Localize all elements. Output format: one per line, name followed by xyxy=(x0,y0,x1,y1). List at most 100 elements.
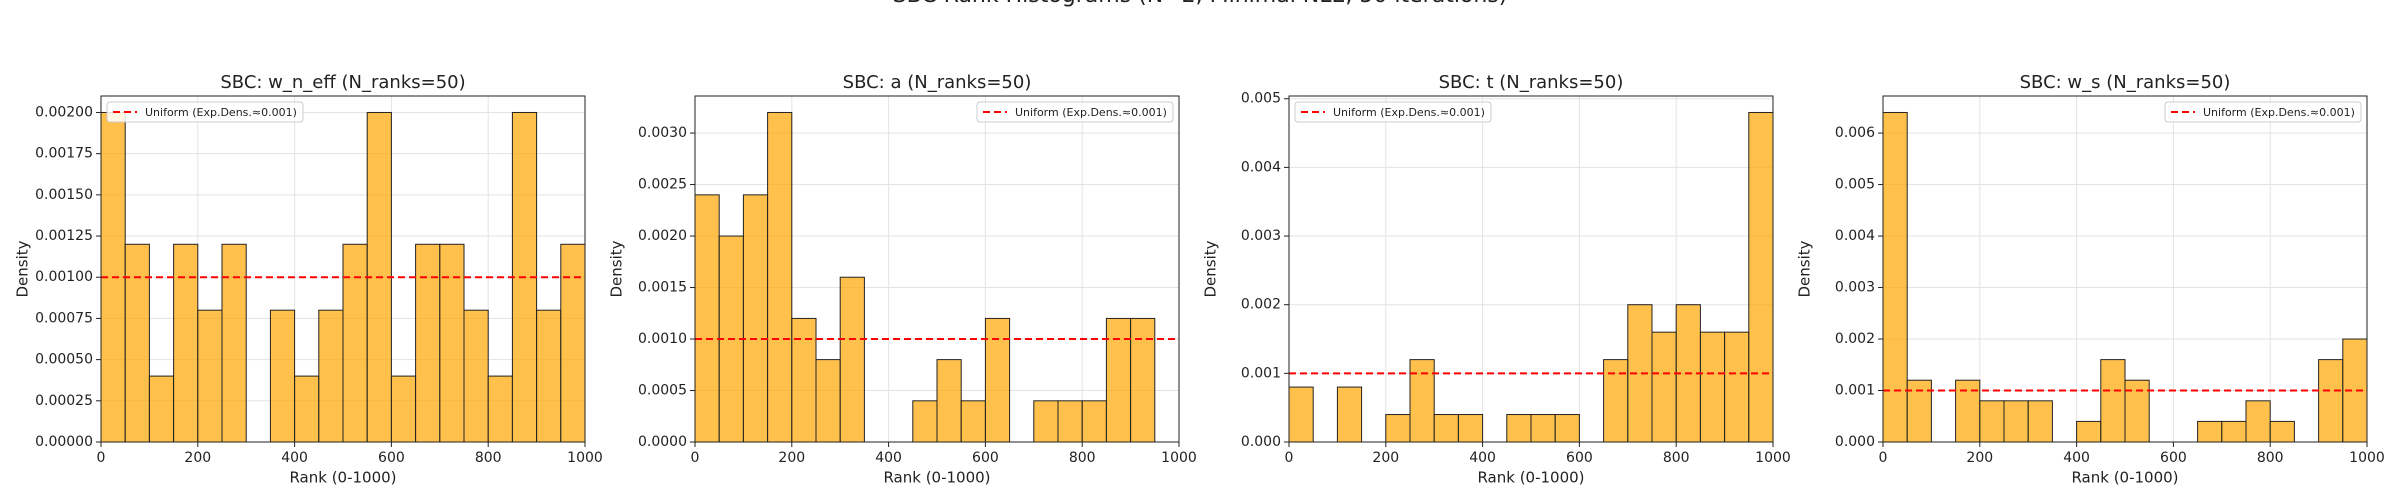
histogram-bar xyxy=(791,317,817,443)
histogram-bar xyxy=(294,375,320,443)
x-tick-label: 0 xyxy=(691,450,700,466)
axes-frame xyxy=(1882,95,2368,443)
histogram-bar xyxy=(342,243,368,443)
histogram-bar xyxy=(487,375,513,443)
histogram-bar xyxy=(318,309,344,443)
x-tick-label: 800 xyxy=(475,450,502,466)
histogram-bar xyxy=(1906,379,1932,443)
x-tick-label: 800 xyxy=(1069,450,1096,466)
histogram-bar xyxy=(2124,379,2150,443)
histogram-bar xyxy=(1603,359,1629,443)
legend-box xyxy=(1294,101,1492,123)
x-tick-label: 1000 xyxy=(567,450,603,466)
x-tick-label: 600 xyxy=(378,450,405,466)
y-tick-label: 0.00075 xyxy=(35,310,93,326)
y-tick-label: 0.00000 xyxy=(35,434,93,450)
x-axis-label: Rank (0-1000) xyxy=(2071,469,2178,487)
x-tick-label: 1000 xyxy=(1161,450,1197,466)
histogram-bar xyxy=(1748,111,1774,443)
histogram-bar xyxy=(1506,414,1532,443)
y-tick-label: 0.002 xyxy=(1241,297,1281,313)
x-tick-label: 600 xyxy=(1566,450,1593,466)
y-axis-label: Density xyxy=(608,240,626,297)
y-tick-label: 0.00100 xyxy=(35,269,93,285)
y-tick-label: 0.000 xyxy=(1241,434,1281,450)
histogram-bar xyxy=(1554,414,1580,443)
y-tick-label: 0.00200 xyxy=(35,104,93,120)
histogram-bar xyxy=(173,243,199,443)
subplot-title: SBC: t (N_ranks=50) xyxy=(1439,72,1624,93)
histogram-bar xyxy=(1033,400,1059,443)
y-tick-label: 0.005 xyxy=(1241,91,1281,107)
histogram-bar xyxy=(1433,414,1459,443)
y-axis-label: Density xyxy=(1202,240,1220,297)
y-axis-label: Density xyxy=(1796,240,1814,297)
figure-title: SBC Rank Histograms (N=2, Minimal NLE, 5… xyxy=(893,0,1508,8)
y-tick-label: 0.0015 xyxy=(638,280,687,296)
subplot: 0 200 400 600 800 1000 0.000 0.001 0.002 0.003 0.0… xyxy=(1796,72,2385,487)
x-tick-label: 1000 xyxy=(1755,450,1791,466)
histogram-bar xyxy=(1882,111,1908,443)
subplot: 0 200 400 600 800 1000 0.000 0.001 0.002 0.003 0.0… xyxy=(1202,72,1791,487)
histogram-bar xyxy=(1409,359,1435,443)
x-axis-label: Rank (0-1000) xyxy=(289,469,396,487)
histogram-bar xyxy=(2100,359,2126,443)
x-tick-label: 200 xyxy=(1372,450,1399,466)
histogram-bar xyxy=(984,317,1011,443)
histogram-bar xyxy=(1385,414,1411,443)
histogram-bar xyxy=(536,309,562,443)
y-tick-label: 0.005 xyxy=(1835,177,1875,193)
axes-frame xyxy=(1288,95,1774,443)
y-tick-label: 0.001 xyxy=(1835,383,1875,399)
histogram-bar xyxy=(221,243,247,443)
x-tick-label: 0 xyxy=(1879,450,1888,466)
y-tick-label: 0.0000 xyxy=(638,434,687,450)
x-tick-label: 800 xyxy=(1663,450,1690,466)
histogram-bar xyxy=(1057,400,1083,443)
histogram-bar xyxy=(960,400,986,443)
x-tick-label: 400 xyxy=(1469,450,1496,466)
histogram-bar xyxy=(839,276,865,443)
histogram-bar xyxy=(1457,414,1484,443)
histogram-bar xyxy=(742,194,769,443)
x-tick-label: 600 xyxy=(2160,450,2187,466)
x-tick-label: 600 xyxy=(972,450,999,466)
subplot: 0 200 400 600 800 1000 0.0000 0.0005 0.0010 0.001… xyxy=(608,72,1197,487)
y-tick-label: 0.0010 xyxy=(638,331,687,347)
histogram-bar xyxy=(1651,331,1677,443)
x-tick-label: 200 xyxy=(1966,450,1993,466)
y-tick-label: 0.001 xyxy=(1241,365,1281,381)
axes-frame xyxy=(694,95,1180,443)
y-tick-label: 0.004 xyxy=(1241,159,1281,175)
y-tick-label: 0.000 xyxy=(1835,434,1875,450)
x-tick-label: 400 xyxy=(875,450,902,466)
histogram-bar xyxy=(124,243,150,443)
histogram-bar xyxy=(694,194,720,443)
histogram-bar xyxy=(912,400,938,443)
subplot: 0 200 400 600 800 1000 0.00000 0.00025 0.00050 0.… xyxy=(14,72,603,487)
legend-box xyxy=(976,101,1174,123)
histogram-bar xyxy=(2245,400,2271,443)
legend-label: Uniform (Exp.Dens.≈0.001) xyxy=(2203,106,2355,119)
y-tick-label: 0.004 xyxy=(1835,228,1875,244)
histogram-bar xyxy=(936,359,962,443)
histogram-bar xyxy=(2003,400,2029,443)
y-tick-label: 0.003 xyxy=(1241,228,1281,244)
histogram-bar xyxy=(439,243,465,443)
histogram-bar xyxy=(2197,420,2223,443)
axes-frame xyxy=(100,95,586,443)
histogram-bar xyxy=(197,309,223,443)
histogram-bar xyxy=(415,243,441,443)
histogram-bar xyxy=(2221,420,2247,443)
legend-box xyxy=(106,101,304,123)
subplot-title: SBC: a (N_ranks=50) xyxy=(843,72,1032,93)
x-tick-label: 400 xyxy=(2063,450,2090,466)
y-tick-label: 0.0020 xyxy=(638,228,687,244)
x-tick-label: 1000 xyxy=(2349,450,2385,466)
y-tick-label: 0.00050 xyxy=(35,352,93,368)
x-tick-label: 0 xyxy=(97,450,106,466)
histogram-bar xyxy=(1081,400,1107,443)
histogram-bar xyxy=(269,309,296,443)
histogram-bar xyxy=(767,111,793,443)
